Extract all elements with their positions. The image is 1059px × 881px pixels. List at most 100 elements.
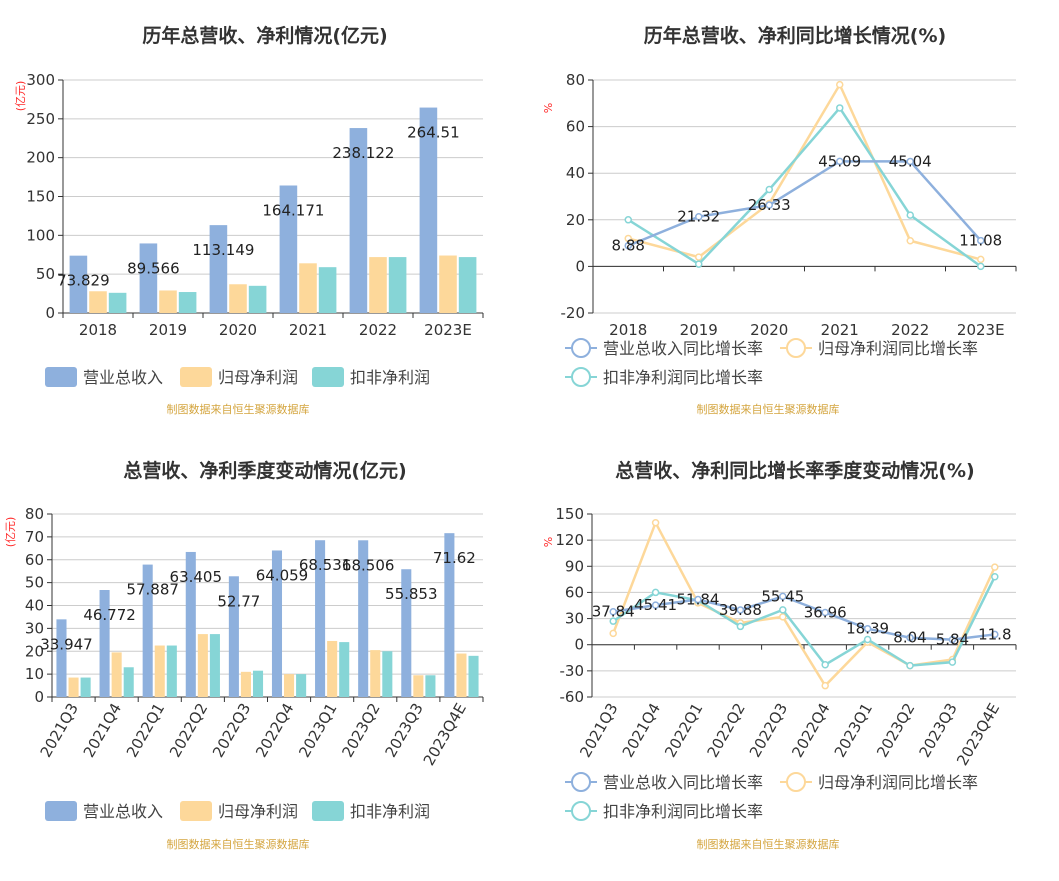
x-tick-label: 2021: [821, 321, 859, 339]
data-source-note: 制图数据来自恒生聚源数据库: [167, 402, 310, 416]
data-point: [836, 80, 844, 89]
x-tick-label: 2022: [891, 321, 929, 339]
chart-title: 总营收、净利同比增长率季度变动情况(%): [615, 459, 974, 482]
bar: [139, 243, 158, 313]
x-tick-label: 2019: [680, 321, 718, 339]
x-tick-label: 2018: [79, 321, 117, 339]
quarterly-values-chart: 总营收、净利季度变动情况(亿元) (亿元) 0 10 20 30 40 50 60 70 80 202…: [4, 459, 484, 851]
bar-value-label: 46.772: [83, 606, 136, 624]
legend-swatch: [180, 801, 212, 821]
x-tick-label: 2022Q1: [661, 700, 706, 761]
data-point: [977, 236, 985, 245]
bar-value-label: 73.829: [57, 272, 110, 290]
bar-value-label: 238.122: [332, 144, 394, 162]
bar: [419, 107, 438, 313]
bar: [358, 540, 369, 697]
data-point: [624, 234, 632, 243]
data-point: [863, 635, 872, 644]
bar: [159, 290, 177, 313]
bar: [209, 225, 228, 313]
point-value-label: 45.09: [818, 152, 861, 170]
bar: [56, 619, 67, 697]
legend-marker: [571, 338, 591, 358]
bar-value-label: 33.947: [40, 635, 93, 653]
y-axis-unit-label: %: [542, 103, 555, 113]
y-tick-label: 0: [45, 304, 55, 322]
series-line: [627, 105, 982, 268]
legend-label: 营业总收入同比增长率: [603, 773, 763, 792]
point-value-label: 11.8: [978, 625, 1011, 643]
quarterly-growth-chart: 总营收、净利同比增长率季度变动情况(%)% -60 -30 0 30 60 90 120 150…: [542, 459, 1017, 851]
point-value-label: 26.33: [748, 196, 791, 214]
bar: [209, 634, 220, 697]
bar-value-label: 89.566: [127, 259, 180, 277]
data-point: [609, 607, 617, 616]
data-point: [948, 635, 957, 644]
bar: [315, 540, 326, 697]
y-tick-label: 40: [25, 597, 44, 615]
y-tick-label: -30: [560, 662, 585, 680]
legend-label: 营业总收入: [83, 802, 163, 821]
legend-marker: [786, 772, 806, 792]
data-point: [779, 592, 787, 601]
legend-marker: [571, 801, 591, 821]
bar: [296, 674, 307, 697]
x-tick-label: 2023E: [424, 321, 472, 339]
bar: [80, 677, 91, 697]
x-tick-label: 2023Q2: [873, 700, 918, 761]
data-point: [991, 572, 999, 581]
bar: [271, 550, 283, 697]
x-tick-label: 2022Q3: [746, 700, 791, 761]
data-point: [991, 630, 999, 639]
y-tick-label: 60: [565, 583, 584, 601]
bar-value-label: 64.059: [256, 566, 309, 584]
data-point: [906, 157, 914, 166]
legend-label: 归母净利润同比增长率: [818, 339, 978, 358]
data-point: [821, 661, 829, 669]
y-tick-label: 20: [25, 642, 44, 660]
y-tick-label: 0: [575, 257, 585, 275]
bar: [284, 674, 295, 697]
bar: [413, 675, 424, 697]
x-tick-label: 2022: [359, 321, 397, 339]
y-axis-unit-label: (亿元): [4, 517, 17, 548]
data-point: [695, 260, 703, 268]
point-value-label: 39.88: [719, 601, 762, 619]
x-tick-label: 2020: [750, 321, 788, 339]
bar: [185, 551, 196, 697]
chart-title: 历年总营收、净利情况(亿元): [142, 24, 387, 47]
x-tick-label: 2023Q3: [381, 700, 426, 761]
bar: [108, 292, 127, 313]
data-source-note: 制图数据来自恒生聚源数据库: [697, 837, 840, 851]
data-point: [609, 617, 617, 625]
data-point: [695, 212, 703, 221]
data-point: [765, 185, 773, 194]
bar: [382, 651, 393, 697]
data-point: [651, 601, 660, 609]
bar: [468, 655, 479, 697]
x-tick-label: 2023Q1: [295, 700, 340, 761]
data-point: [609, 629, 617, 638]
x-tick-label: 2019: [149, 321, 187, 339]
bar: [456, 653, 467, 697]
y-tick-label: 250: [26, 110, 55, 128]
point-value-label: 51.84: [677, 591, 720, 609]
legend-marker: [571, 772, 591, 792]
legend-swatch: [45, 801, 77, 821]
data-point: [624, 241, 632, 250]
bar: [166, 645, 177, 697]
y-tick-label: 80: [25, 505, 44, 523]
bar: [228, 576, 239, 697]
series-line: [613, 595, 995, 641]
bar: [318, 267, 337, 313]
data-point: [906, 661, 914, 670]
chart-panel-annual-values: 历年总营收、净利情况(亿元) (亿元) 0 50 100 150 200 250 300 2018…: [0, 0, 530, 440]
data-point: [651, 588, 660, 597]
x-tick-label: 2023E: [957, 321, 1005, 339]
point-value-label: 55.45: [761, 587, 804, 605]
x-tick-label: 2023Q4E: [420, 700, 470, 769]
y-tick-label: 0: [34, 688, 44, 706]
y-tick-label: 300: [26, 71, 55, 89]
bar: [99, 590, 110, 697]
legend-label: 扣非净利润: [350, 368, 430, 387]
